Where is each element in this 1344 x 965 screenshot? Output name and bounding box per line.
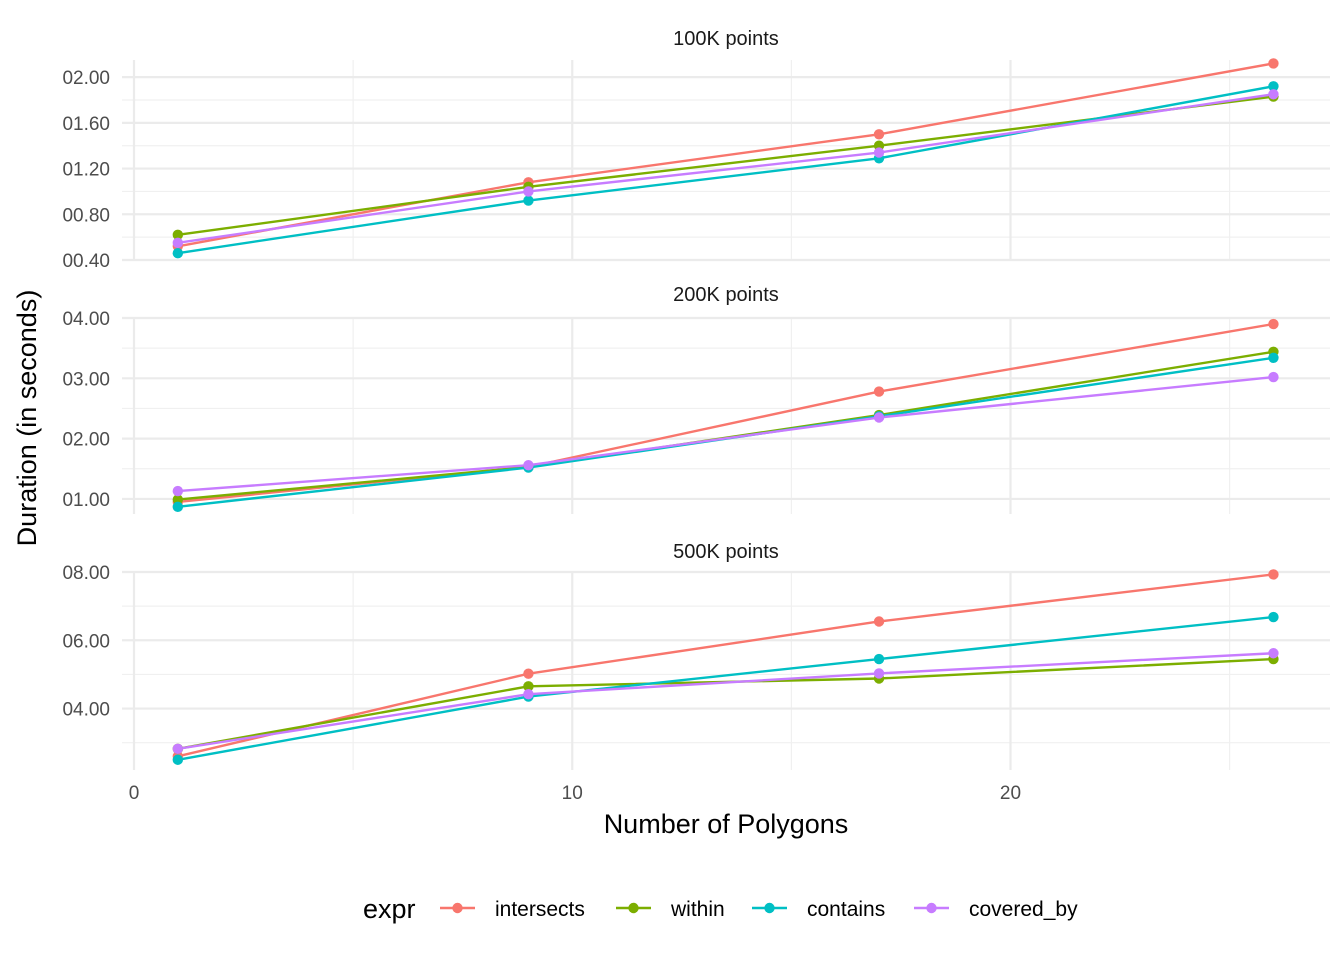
data-point-covered_by	[172, 485, 184, 497]
y-tick-label: 01.20	[62, 160, 110, 181]
legend-item-covered_by: covered_by	[914, 898, 1078, 921]
data-point-contains	[172, 247, 184, 259]
panel-title: 100K points	[673, 28, 779, 50]
x-axis: 0 10 20	[129, 783, 1021, 804]
data-point-covered_by	[873, 412, 885, 423]
data-point-covered_by	[1268, 371, 1279, 383]
legend-item-within: within	[616, 898, 725, 921]
legend: expr intersects within contains covered_by	[363, 894, 1078, 924]
x-tick-label: 0	[129, 783, 140, 804]
y-tick-label: 00.80	[62, 205, 110, 226]
data-point-intersects	[1268, 58, 1279, 69]
y-tick-label: 06.00	[62, 631, 110, 652]
y-tick-label: 08.00	[62, 563, 110, 584]
data-point-intersects	[523, 668, 534, 679]
legend-label: intersects	[495, 898, 585, 921]
legend-key-point	[926, 902, 937, 914]
data-point-covered_by	[523, 459, 534, 471]
x-axis-label: Number of Polygons	[604, 809, 849, 839]
legend-label: within	[670, 898, 725, 921]
data-point-covered_by	[1268, 89, 1279, 100]
y-tick-label: 04.00	[62, 700, 110, 721]
legend-key-point	[764, 902, 775, 914]
series-line-covered_by	[177, 375, 1274, 493]
legend-label: covered_by	[969, 898, 1078, 921]
y-tick-label: 04.00	[62, 309, 110, 330]
series-line-covered_by	[177, 652, 1274, 751]
data-point-intersects	[873, 386, 885, 397]
series-line-covered_by	[177, 93, 1274, 245]
x-tick-label: 20	[1000, 783, 1021, 804]
legend-title: expr	[363, 894, 416, 924]
series-line-intersects	[177, 322, 1274, 504]
data-point-covered_by	[523, 186, 534, 197]
data-point-covered_by	[1268, 648, 1279, 659]
panel-title: 500K points	[673, 541, 779, 563]
legend-item-intersects: intersects	[440, 898, 585, 921]
data-point-contains	[523, 195, 534, 206]
x-tick-label: 10	[562, 783, 583, 804]
data-point-within	[172, 229, 184, 241]
series-line-intersects	[177, 573, 1274, 758]
data-point-covered_by	[873, 668, 885, 679]
panel-2: 01.00 02.00 03.00 04.00 200K points	[62, 284, 1330, 514]
y-axis-label: Duration (in seconds)	[12, 290, 42, 547]
panel-1: 00.40 00.80 01.20 01.60 02.00 100K points	[62, 28, 1330, 272]
series-line-contains	[177, 615, 1274, 761]
legend-key-point	[628, 902, 639, 914]
series-line-within	[177, 657, 1274, 751]
data-point-contains	[172, 754, 184, 765]
legend-label: contains	[807, 898, 885, 921]
data-point-contains	[1268, 611, 1279, 623]
y-tick-label: 02.00	[62, 430, 110, 451]
data-point-contains	[1268, 352, 1279, 364]
legend-key-point	[452, 902, 463, 914]
data-point-covered_by	[873, 147, 885, 158]
data-point-within	[172, 494, 184, 505]
data-point-contains	[1268, 81, 1279, 92]
y-tick-label: 01.60	[62, 114, 110, 135]
data-point-covered_by	[172, 743, 184, 755]
data-point-covered_by	[172, 237, 184, 249]
data-point-intersects	[1268, 318, 1279, 330]
legend-item-contains: contains	[752, 898, 885, 921]
panel-3: 04.00 06.00 08.00 500K points	[62, 541, 1330, 770]
data-point-contains	[873, 653, 885, 665]
data-point-covered_by	[523, 689, 534, 700]
data-point-contains	[172, 501, 184, 512]
y-tick-label: 02.00	[62, 68, 110, 89]
data-point-intersects	[1268, 569, 1279, 580]
data-point-within	[523, 681, 534, 692]
panel-title: 200K points	[673, 284, 779, 306]
data-point-intersects	[873, 129, 885, 140]
series-line-intersects	[177, 62, 1274, 248]
y-tick-label: 03.00	[62, 369, 110, 390]
data-point-intersects	[873, 616, 885, 627]
panels: 00.40 00.80 01.20 01.60 02.00 100K points 01.0…	[62, 28, 1330, 770]
y-tick-label: 01.00	[62, 490, 110, 511]
y-tick-label: 00.40	[62, 251, 110, 272]
